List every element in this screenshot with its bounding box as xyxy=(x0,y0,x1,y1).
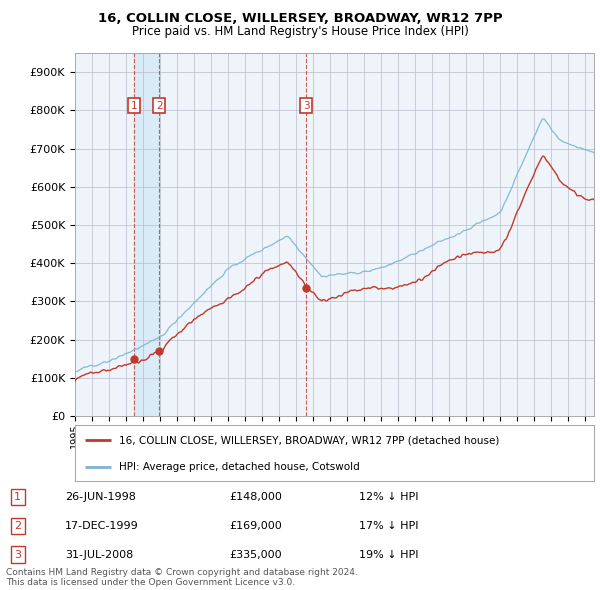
Text: 16, COLLIN CLOSE, WILLERSEY, BROADWAY, WR12 7PP (detached house): 16, COLLIN CLOSE, WILLERSEY, BROADWAY, W… xyxy=(119,435,499,445)
Text: 19% ↓ HPI: 19% ↓ HPI xyxy=(359,550,418,559)
Text: £148,000: £148,000 xyxy=(229,492,283,502)
Text: 1: 1 xyxy=(131,101,137,111)
Text: 3: 3 xyxy=(303,101,310,111)
Text: 16, COLLIN CLOSE, WILLERSEY, BROADWAY, WR12 7PP: 16, COLLIN CLOSE, WILLERSEY, BROADWAY, W… xyxy=(98,12,502,25)
Text: 17-DEC-1999: 17-DEC-1999 xyxy=(65,521,139,531)
Text: £335,000: £335,000 xyxy=(229,550,282,559)
Text: 26-JUN-1998: 26-JUN-1998 xyxy=(65,492,136,502)
Text: 17% ↓ HPI: 17% ↓ HPI xyxy=(359,521,418,531)
Text: 12% ↓ HPI: 12% ↓ HPI xyxy=(359,492,418,502)
Bar xyxy=(134,53,160,416)
Text: 1: 1 xyxy=(14,492,21,502)
Text: 3: 3 xyxy=(14,550,21,559)
Text: 2: 2 xyxy=(156,101,163,111)
Text: £169,000: £169,000 xyxy=(229,521,282,531)
Text: Price paid vs. HM Land Registry's House Price Index (HPI): Price paid vs. HM Land Registry's House … xyxy=(131,25,469,38)
Text: HPI: Average price, detached house, Cotswold: HPI: Average price, detached house, Cots… xyxy=(119,462,360,472)
Text: Contains HM Land Registry data © Crown copyright and database right 2024.
This d: Contains HM Land Registry data © Crown c… xyxy=(6,568,358,587)
Text: 2: 2 xyxy=(14,521,22,531)
Text: 31-JUL-2008: 31-JUL-2008 xyxy=(65,550,133,559)
